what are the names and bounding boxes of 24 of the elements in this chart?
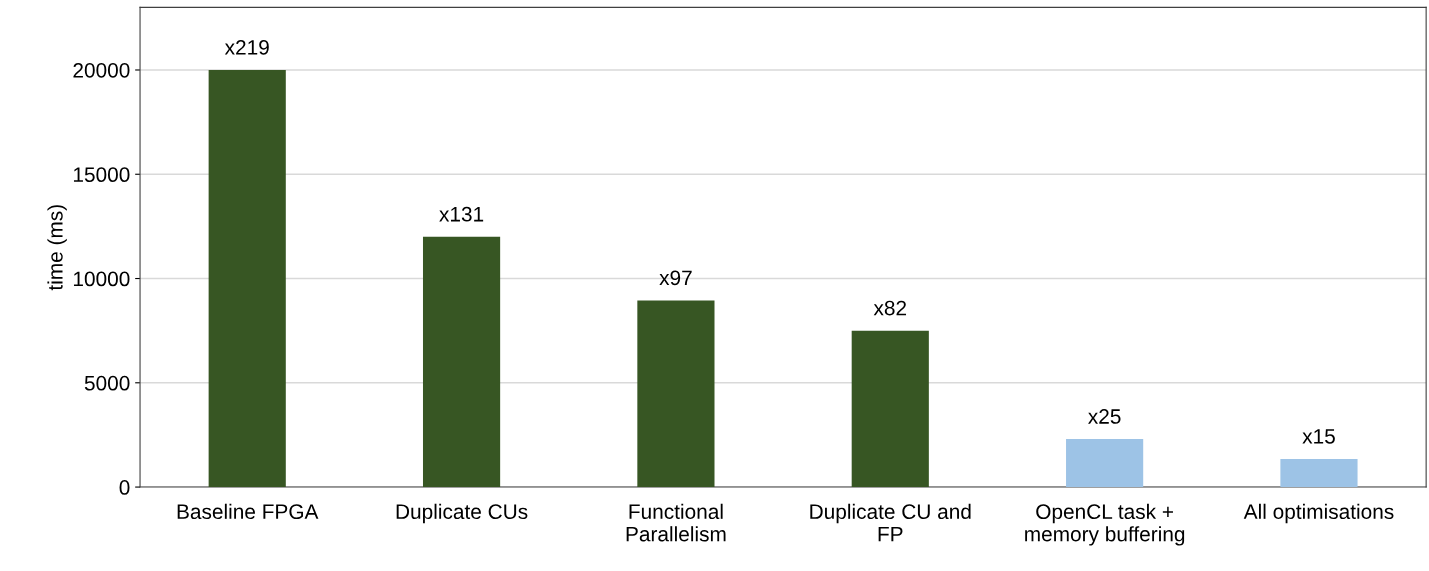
y-tick-label: 20000 <box>73 62 130 78</box>
y-tick-label: 10000 <box>73 271 130 287</box>
bar <box>422 236 501 488</box>
bar <box>208 69 286 488</box>
data-label: x82 <box>873 300 907 316</box>
y-tick-label: 15000 <box>73 167 130 183</box>
bar <box>851 330 929 488</box>
data-label: x15 <box>1302 429 1335 444</box>
data-label: x25 <box>1088 409 1121 424</box>
bar <box>637 300 715 488</box>
bar <box>1066 439 1144 488</box>
y-tick-label: 5000 <box>84 375 130 391</box>
data-label: x131 <box>439 206 484 222</box>
x-tick-label: Functional Parallelism <box>626 503 726 542</box>
x-tick-label: Duplicate CU and FP <box>810 503 971 542</box>
data-label: x97 <box>659 270 692 286</box>
bar <box>1280 458 1358 488</box>
data-label: x219 <box>224 40 269 55</box>
x-tick-label: Baseline FPGA <box>177 503 319 520</box>
x-tick-label: Duplicate CUs <box>396 503 528 524</box>
x-tick-label: All optimisations <box>1243 503 1394 524</box>
y-axis-title: time (ms) <box>47 205 67 291</box>
x-tick-label: OpenCL task + memory buffering <box>1025 503 1185 546</box>
y-tick-label: 0 <box>119 480 130 495</box>
